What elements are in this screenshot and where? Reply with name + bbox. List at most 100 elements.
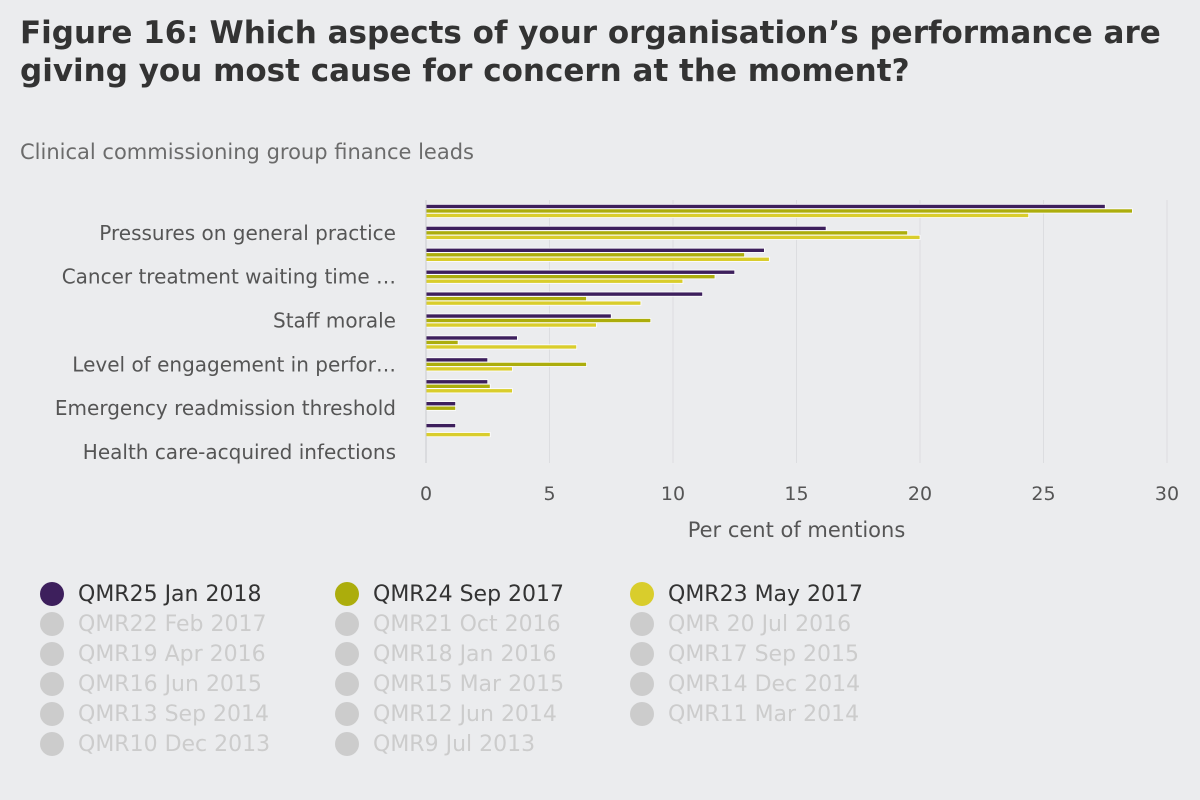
category-label: Level of engagement in perfor… [72, 352, 396, 376]
bar[interactable] [425, 300, 642, 306]
bar[interactable] [425, 208, 1133, 214]
legend-item[interactable]: QMR24 Sep 2017 [335, 580, 630, 608]
legend-item[interactable]: QMR11 Mar 2014 [630, 700, 925, 728]
bar[interactable] [425, 234, 921, 240]
gridlines [549, 200, 1168, 463]
legend-item[interactable]: QMR12 Jun 2014 [335, 700, 630, 728]
bar[interactable] [425, 357, 489, 363]
legend-marker-icon [630, 582, 654, 606]
legend-marker-icon [335, 672, 359, 696]
legend-marker-icon [40, 642, 64, 666]
bar[interactable] [425, 313, 612, 319]
x-tick-label: 25 [1031, 483, 1055, 505]
bar[interactable] [425, 212, 1030, 218]
bar[interactable] [425, 322, 597, 328]
legend-label: QMR18 Jan 2016 [373, 641, 557, 667]
legend-marker-icon [630, 642, 654, 666]
x-tick-label: 0 [420, 483, 432, 505]
legend-label: QMR13 Sep 2014 [78, 701, 270, 727]
x-tick-label: 5 [543, 483, 555, 505]
bar[interactable] [425, 230, 909, 236]
legend-item[interactable]: QMR18 Jan 2016 [335, 640, 630, 668]
bar[interactable] [425, 335, 518, 341]
legend-label: QMR10 Dec 2013 [78, 731, 271, 757]
legend-label: QMR17 Sep 2015 [668, 641, 860, 667]
bar[interactable] [425, 344, 578, 350]
category-label: Staff morale [273, 309, 396, 333]
legend: QMR25 Jan 2018 QMR24 Sep 2017 QMR23 May 20… [40, 580, 940, 758]
legend-label: QMR25 Jan 2018 [78, 581, 262, 607]
bar[interactable] [425, 247, 765, 253]
bar[interactable] [425, 361, 587, 367]
legend-item[interactable]: QMR13 Sep 2014 [40, 700, 335, 728]
bar[interactable] [425, 423, 457, 429]
legend-label: QMR22 Feb 2017 [78, 611, 267, 637]
bar-chart: Pressures on general practice Cancer trea… [55, 200, 1179, 542]
legend-item[interactable]: QMR23 May 2017 [630, 580, 925, 608]
bar[interactable] [425, 225, 827, 231]
bar[interactable] [425, 383, 491, 389]
bar[interactable] [425, 291, 704, 297]
legend-marker-icon [40, 582, 64, 606]
legend-item[interactable]: QMR21 Oct 2016 [335, 610, 630, 638]
legend-item[interactable]: QMR17 Sep 2015 [630, 640, 925, 668]
bar[interactable] [425, 256, 770, 262]
legend-item[interactable]: QMR14 Dec 2014 [630, 670, 925, 698]
chart-subtitle: Clinical commissioning group finance lea… [20, 140, 474, 164]
bar[interactable] [425, 274, 716, 280]
chart-title: Figure 16: Which aspects of your organis… [20, 15, 1161, 89]
legend-label: QMR9 Jul 2013 [373, 731, 536, 757]
x-tick-label: 10 [661, 483, 685, 505]
legend-label: QMR14 Dec 2014 [668, 671, 861, 697]
x-axis-ticks: 0 5 10 15 20 25 30 [420, 483, 1179, 505]
bar-group [425, 203, 1133, 438]
legend-label: QMR21 Oct 2016 [373, 611, 561, 637]
bar[interactable] [425, 366, 513, 372]
x-tick-label: 20 [908, 483, 932, 505]
legend-item[interactable]: QMR10 Dec 2013 [40, 730, 335, 758]
bar[interactable] [425, 432, 491, 438]
bar[interactable] [425, 296, 587, 302]
bar[interactable] [425, 401, 457, 407]
bar[interactable] [425, 405, 457, 411]
bar[interactable] [425, 379, 489, 385]
legend-label: QMR11 Mar 2014 [668, 701, 860, 727]
legend-item[interactable]: QMR 20 Jul 2016 [630, 610, 925, 638]
legend-label: QMR23 May 2017 [668, 581, 864, 607]
legend-item[interactable]: QMR19 Apr 2016 [40, 640, 335, 668]
legend-item[interactable]: QMR9 Jul 2013 [335, 730, 630, 758]
legend-item[interactable]: QMR25 Jan 2018 [40, 580, 335, 608]
legend-item[interactable]: QMR22 Feb 2017 [40, 610, 335, 638]
legend-item[interactable]: QMR15 Mar 2015 [335, 670, 630, 698]
category-label: Emergency readmission threshold [55, 396, 396, 420]
legend-label: QMR19 Apr 2016 [78, 641, 266, 667]
legend-marker-icon [335, 702, 359, 726]
legend-marker-icon [40, 732, 64, 756]
legend-marker-icon [630, 672, 654, 696]
legend-marker-icon [40, 612, 64, 636]
category-label: Health care-acquired infections [83, 440, 396, 464]
bar[interactable] [425, 269, 736, 275]
legend-marker-icon [40, 672, 64, 696]
bar[interactable] [425, 339, 459, 345]
x-axis-label: Per cent of mentions [688, 518, 906, 542]
bar[interactable] [425, 278, 684, 284]
legend-marker-icon [40, 702, 64, 726]
legend-marker-icon [335, 642, 359, 666]
bar[interactable] [425, 318, 652, 324]
legend-label: QMR16 Jun 2015 [78, 671, 262, 697]
legend-label: QMR24 Sep 2017 [373, 581, 565, 607]
category-labels: Pressures on general practice Cancer trea… [55, 221, 396, 464]
category-label: Pressures on general practice [99, 221, 396, 245]
legend-label: QMR15 Mar 2015 [373, 671, 565, 697]
legend-marker-icon [630, 702, 654, 726]
legend-marker-icon [335, 582, 359, 606]
legend-marker-icon [335, 732, 359, 756]
x-tick-label: 30 [1155, 483, 1179, 505]
bar[interactable] [425, 388, 513, 394]
legend-item[interactable]: QMR16 Jun 2015 [40, 670, 335, 698]
category-label: Cancer treatment waiting time … [62, 265, 396, 289]
bar[interactable] [425, 252, 746, 258]
legend-marker-icon [335, 612, 359, 636]
bar[interactable] [425, 203, 1106, 209]
